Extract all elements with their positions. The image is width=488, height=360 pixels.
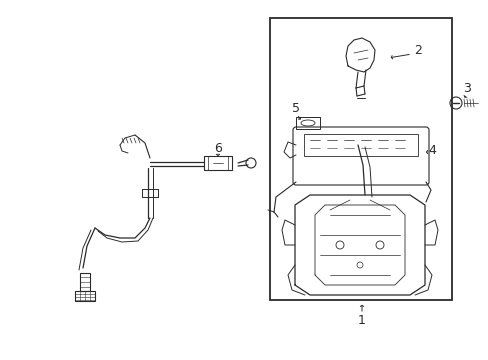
Text: 6: 6 bbox=[214, 141, 222, 154]
Bar bbox=[304, 134, 417, 156]
Text: 2: 2 bbox=[413, 44, 421, 57]
Text: 3: 3 bbox=[462, 81, 470, 94]
Bar bbox=[295, 117, 319, 129]
Text: 1: 1 bbox=[357, 314, 365, 327]
Bar bbox=[80, 273, 90, 291]
Bar bbox=[75, 291, 95, 301]
Text: 5: 5 bbox=[291, 102, 299, 114]
Text: 4: 4 bbox=[427, 144, 435, 157]
Bar bbox=[203, 156, 231, 170]
Bar bbox=[269, 18, 451, 300]
